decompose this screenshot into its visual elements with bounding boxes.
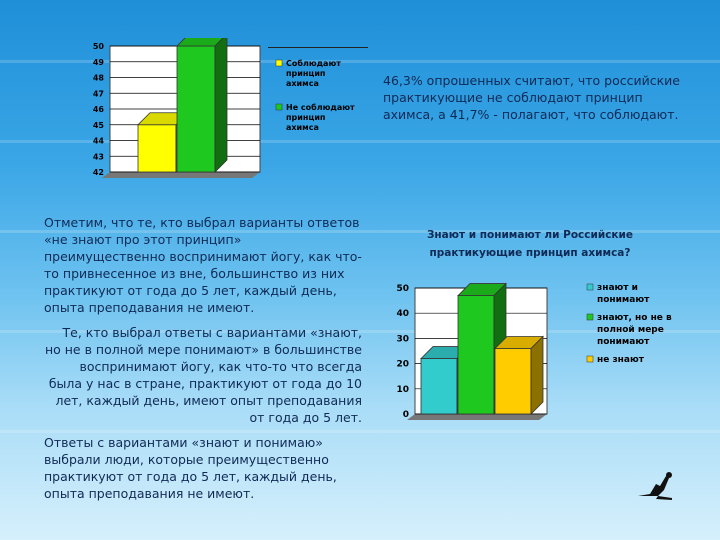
legend-label: полной мере [597,325,664,335]
bar [420,358,458,415]
chart-1: 42 43 44 45 46 47 48 49 50 Соблюдают принцип ахимса… [80,33,365,183]
bar [494,348,532,415]
bar [176,45,216,173]
legend-label: Не соблюдают [286,102,355,112]
bar [137,124,177,173]
y-tick-label: 50 [93,42,105,51]
y-tick-label: 47 [93,89,104,98]
paragraph-2: Те, кто выбрал ответы с вариантами «знаю… [44,325,362,425]
legend-swatch [586,313,594,321]
y-tick-label: 44 [93,137,105,146]
bar-side [530,335,544,415]
legend-label: принцип [286,69,325,78]
legend-label: знают, но не в [597,313,672,323]
bar-side [214,33,228,173]
paragraph-1: Отметим, что те, кто выбрал варианты отв… [44,215,362,315]
plot-floor [407,414,547,420]
y-tick-label: 42 [93,168,104,177]
y-tick-label: 30 [396,334,409,344]
chart-2-title: Знают и понимают ли Российские [427,229,633,241]
y-tick-label: 10 [396,385,409,395]
legend-label: не знают [597,355,645,365]
legend-swatch [586,355,594,363]
legend-label: Соблюдают [286,58,341,68]
chart-2-svg: Знают и понимают ли Российские практикующ… [396,229,672,420]
y-tick-label: 0 [403,410,409,420]
y-tick-label: 20 [396,360,409,370]
legend-label: понимают [597,295,650,305]
chart-2: Знают и понимают ли Российские практикующ… [365,222,695,422]
legend-label: ахимса [286,123,319,132]
paragraph-3: Ответы с вариантами «знают и понимаю» вы… [44,435,337,501]
chart-1-svg: 424344454647484950Соблюдаютпринципахимса… [93,33,355,178]
bar [457,295,495,415]
y-tick-label: 48 [93,74,105,83]
chart-1-top-rule [268,47,368,48]
y-tick-label: 50 [396,284,409,294]
legend-swatch [586,283,594,291]
legend-swatch [275,103,283,111]
legend-label: понимают [597,337,650,347]
y-tick-label: 49 [93,58,105,67]
y-tick-label: 43 [93,152,104,161]
summary-text: 46,3% опрошенных считают, что российские… [383,73,680,122]
yoga-pose-figure-icon [638,472,672,500]
plot-floor [102,172,260,178]
chart-2-title: практикующие принцип ахимса? [430,247,631,259]
y-tick-label: 46 [93,105,105,114]
legend-label: принцип [286,113,325,122]
legend-label: знают и [597,283,638,293]
y-tick-label: 45 [93,121,105,130]
legend-swatch [275,59,283,67]
y-tick-label: 40 [396,309,409,319]
legend-label: ахимса [286,79,319,88]
